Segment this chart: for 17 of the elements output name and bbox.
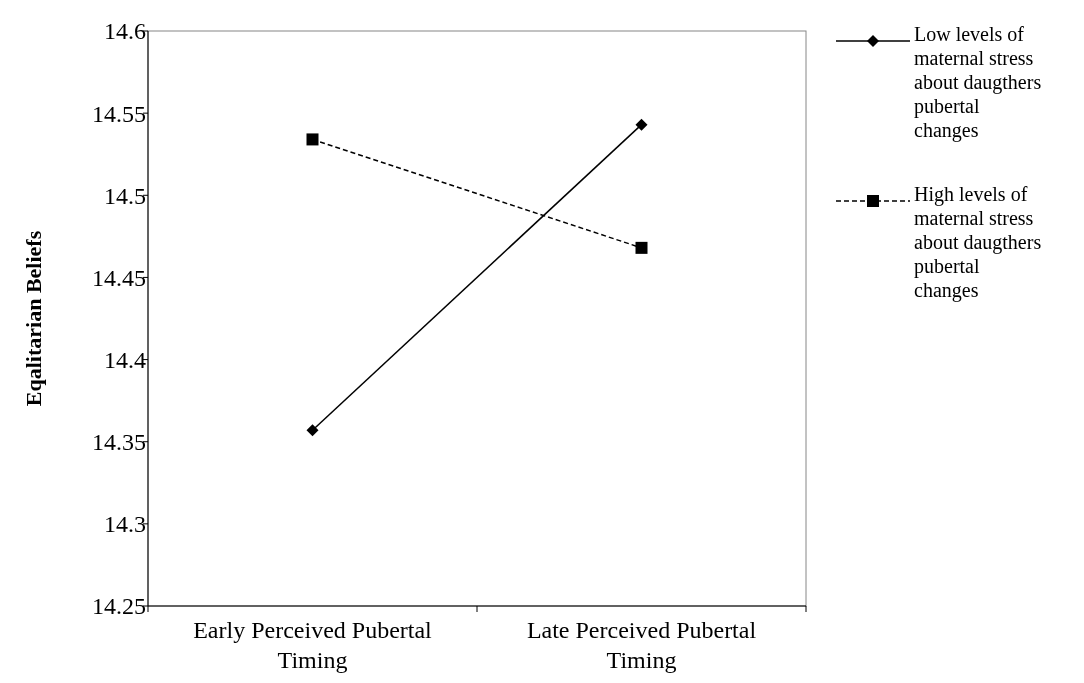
point <box>306 424 319 437</box>
y-tick-label: 14.6 <box>104 18 146 45</box>
point <box>306 133 319 146</box>
y-tick-label: 14.45 <box>92 264 146 291</box>
y-tick-label: 14.55 <box>92 100 146 127</box>
y-tick-label: 14.4 <box>104 346 146 373</box>
y-tick-label: 14.3 <box>104 511 146 538</box>
x-tick-label: Late Perceived Pubertal Timing <box>526 617 757 673</box>
legend-label: Low levels of maternal stress about daugthers pubertal changes <box>914 23 1042 142</box>
x-tick-label: Early Perceived Pubertal Timing <box>193 617 433 673</box>
y-tick-label: 14.25 <box>92 593 146 620</box>
y-axis-title: Eqalitarian Beliefs <box>21 230 46 407</box>
y-tick-label: 14.5 <box>104 182 146 209</box>
point <box>635 241 648 254</box>
legend-label: High levels of maternal stress about daugthers pubertal changes <box>914 183 1042 302</box>
point <box>635 118 648 131</box>
y-tick-label: 14.35 <box>92 429 146 456</box>
